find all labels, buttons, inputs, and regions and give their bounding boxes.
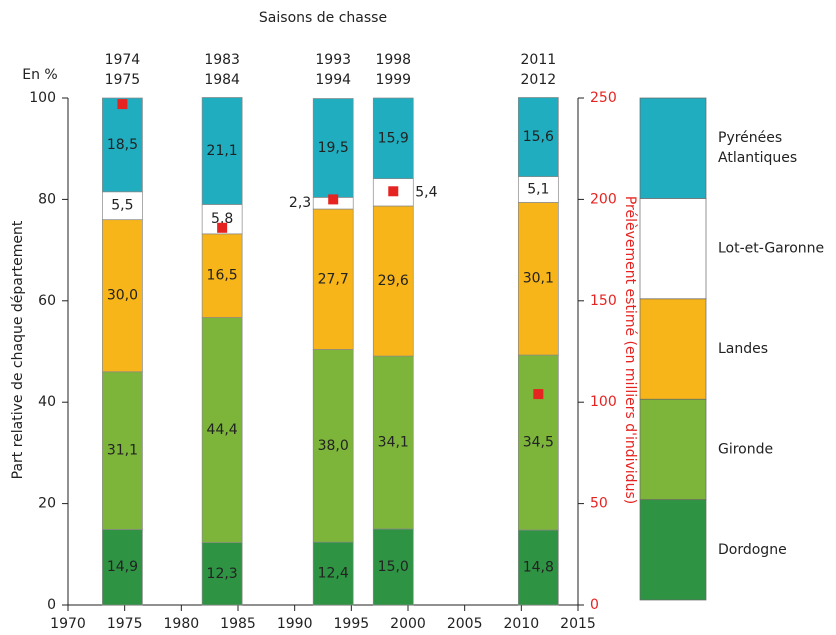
y2-tick-label: 50: [590, 496, 608, 512]
bar-segment: [312, 349, 354, 543]
season-label: 1993: [315, 52, 351, 68]
y-tick-label: 40: [38, 394, 56, 410]
y2-axis-label: Prélèvement estimé (en milliers d'indivi…: [622, 196, 638, 504]
season-label: 1999: [375, 72, 411, 88]
y-tick-label: 20: [38, 496, 56, 512]
bar-segment: [372, 97, 414, 179]
data-label: 19,5: [318, 140, 349, 156]
data-label: 5,4: [415, 184, 437, 200]
legend-swatch: [639, 499, 707, 601]
bar-segment: [372, 528, 414, 606]
x-tick-label: 1995: [334, 616, 370, 632]
marker: [388, 186, 399, 197]
season-label: 1998: [375, 52, 411, 68]
data-label: 15,6: [523, 129, 554, 145]
y-tick-label: 80: [38, 191, 56, 207]
bar-segment: [201, 317, 243, 543]
data-label: 5,1: [527, 182, 549, 198]
bar-segment: [102, 191, 143, 221]
x-tick-label: 1985: [220, 616, 256, 632]
chart-title: Saisons de chasse: [259, 10, 387, 26]
data-label: 15,9: [378, 130, 409, 146]
season-label: 1994: [315, 72, 351, 88]
x-tick-label: 2015: [560, 616, 596, 632]
bar-segment: [517, 202, 559, 356]
data-label: 44,4: [207, 422, 238, 438]
x-tick-label: 1980: [164, 616, 200, 632]
data-label: 12,3: [207, 566, 238, 582]
y2-tick-label: 0: [590, 597, 599, 613]
y2-tick-label: 200: [590, 191, 617, 207]
season-label: 1984: [204, 72, 240, 88]
bar-segment: [201, 233, 243, 318]
bar-segment: [517, 176, 559, 203]
data-label: 38,0: [318, 438, 349, 454]
season-label: 2011: [521, 52, 557, 68]
bar-segment: [372, 205, 414, 357]
bar-segment: [517, 354, 559, 531]
data-label: 31,1: [107, 443, 138, 459]
data-label: 5,8: [211, 211, 233, 227]
legend-label: Pyrénées Atlantiques: [718, 130, 797, 166]
legend-swatch: [639, 398, 707, 500]
season-label: 1975: [105, 72, 141, 88]
data-label: 14,9: [107, 559, 138, 575]
y-axis-label: Part relative de chaque département: [10, 220, 26, 479]
y2-tick-label: 250: [590, 90, 617, 106]
data-label: 34,1: [378, 435, 409, 451]
x-tick-label: 2005: [447, 616, 483, 632]
legend-swatch: [639, 198, 707, 300]
y2-tick-label: 100: [590, 394, 617, 410]
bar-segment: [372, 355, 414, 530]
bar-segment: [517, 529, 559, 606]
legend-swatch: [639, 298, 707, 400]
marker: [328, 194, 339, 205]
bar-segment: [517, 97, 559, 177]
data-label: 27,7: [318, 271, 349, 287]
bar-segment: [201, 97, 243, 205]
unit-label: En %: [22, 67, 57, 83]
legend-label: Dordogne: [718, 542, 787, 558]
data-label: 16,5: [207, 268, 238, 284]
y2-tick-label: 150: [590, 293, 617, 309]
marker: [217, 222, 228, 233]
x-tick-label: 2000: [390, 616, 426, 632]
bar-segment: [102, 97, 143, 193]
legend-label: Landes: [718, 341, 768, 357]
x-tick-label: 1970: [50, 616, 86, 632]
y-tick-label: 60: [38, 293, 56, 309]
legend-label: Gironde: [718, 441, 773, 457]
data-label: 30,0: [107, 288, 138, 304]
data-label: 14,8: [523, 559, 554, 575]
y-tick-label: 0: [47, 597, 56, 613]
data-label: 18,5: [107, 137, 138, 153]
bar-segment: [312, 541, 354, 606]
season-label: 1983: [204, 52, 240, 68]
legend-label: Lot-et-Garonne: [718, 241, 824, 257]
data-label: 30,1: [523, 271, 554, 287]
bar-segment: [312, 208, 354, 350]
data-label: 21,1: [207, 143, 238, 159]
x-tick-label: 1990: [277, 616, 313, 632]
season-label: 2012: [521, 72, 557, 88]
bar-segment: [102, 219, 143, 373]
data-label: 29,6: [378, 273, 409, 289]
marker: [533, 389, 544, 400]
marker: [117, 99, 128, 110]
season-label: 1974: [105, 52, 141, 68]
data-label: 12,4: [318, 566, 349, 582]
data-label: 34,5: [523, 435, 554, 451]
data-label: 2,3: [289, 195, 311, 211]
y-tick-label: 100: [29, 90, 56, 106]
data-label: 15,0: [378, 559, 409, 575]
legend-swatch: [639, 97, 707, 199]
bar-segment: [201, 542, 243, 606]
x-tick-label: 1975: [107, 616, 143, 632]
x-tick-label: 2010: [504, 616, 540, 632]
data-label: 5,5: [111, 198, 133, 214]
